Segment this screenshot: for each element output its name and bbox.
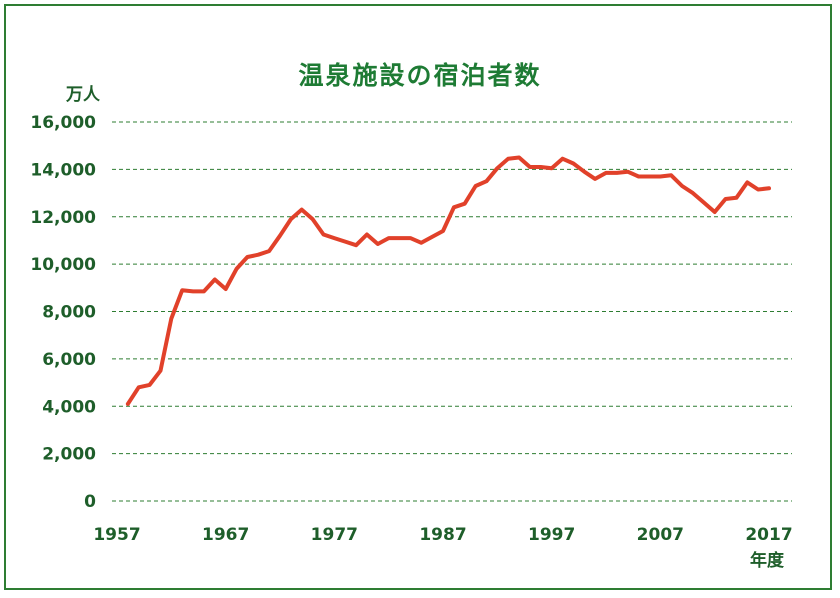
y-tick-label: 14,000	[30, 160, 96, 180]
x-axis-unit: 年度	[750, 551, 784, 571]
y-axis-unit: 万人	[66, 85, 100, 105]
chart-title: 温泉施設の宿泊者数	[298, 61, 542, 90]
x-tick-label: 1977	[311, 525, 358, 545]
y-tick-label: 16,000	[30, 113, 96, 133]
x-tick-label: 1997	[528, 525, 575, 545]
x-tick-label: 2017	[745, 525, 792, 545]
y-tick-label: 6,000	[42, 350, 96, 370]
y-tick-label: 10,000	[30, 255, 96, 275]
x-tick-label: 1987	[419, 525, 466, 545]
series-line	[125, 155, 771, 406]
chart-frame	[4, 4, 832, 590]
x-tick-label: 2007	[637, 525, 684, 545]
y-tick-label: 12,000	[30, 208, 96, 228]
y-tick-label: 4,000	[42, 397, 96, 417]
x-tick-label: 1967	[202, 525, 249, 545]
x-tick-label: 1957	[93, 525, 140, 545]
y-tick-label: 0	[84, 492, 96, 512]
y-tick-label: 8,000	[42, 303, 96, 323]
y-tick-label: 2,000	[42, 445, 96, 465]
